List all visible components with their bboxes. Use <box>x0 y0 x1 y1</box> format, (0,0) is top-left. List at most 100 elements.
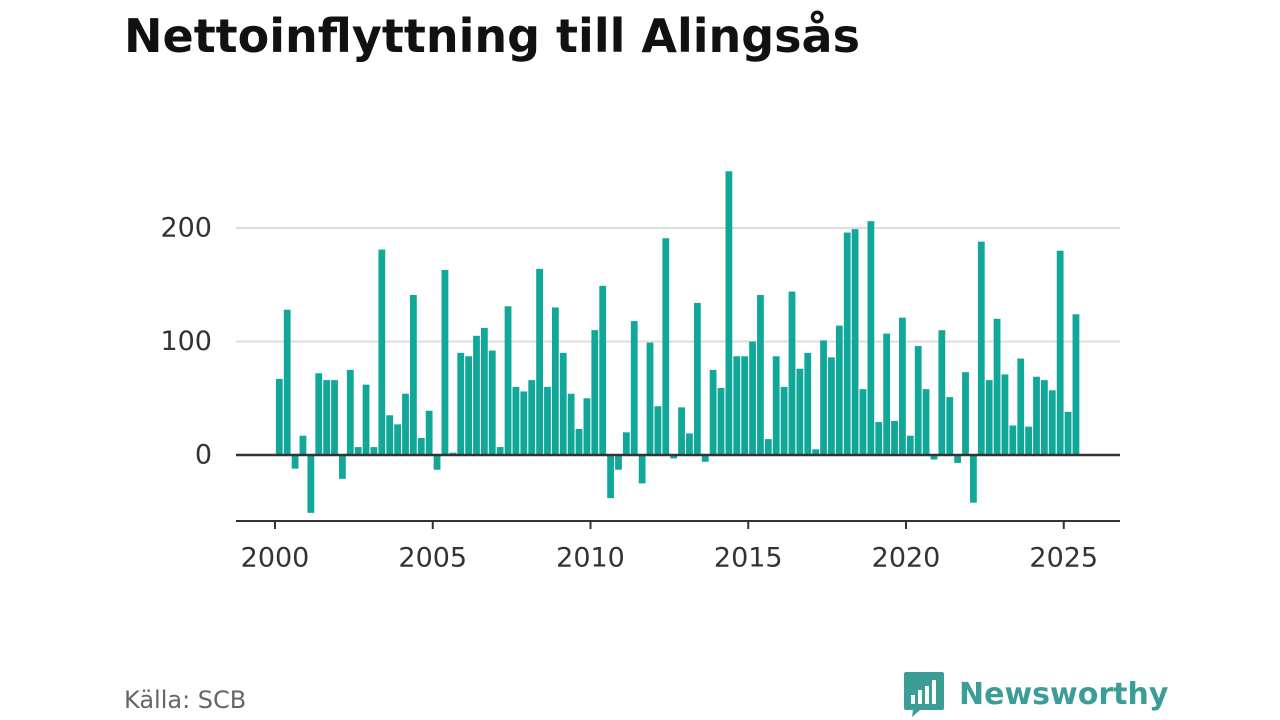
bar-83 <box>930 455 938 460</box>
bar-82 <box>922 389 930 455</box>
x-tick-label-2015: 2015 <box>714 543 783 574</box>
bar-41 <box>599 285 607 455</box>
bar-14 <box>386 415 394 455</box>
bar-38 <box>575 428 583 455</box>
bar-100 <box>1064 411 1072 455</box>
bar-18 <box>417 437 425 455</box>
grid-layer <box>236 227 1120 343</box>
bar-19 <box>425 410 433 455</box>
bar-40 <box>591 330 599 455</box>
bar-77 <box>883 333 891 455</box>
bar-69 <box>820 340 827 455</box>
bar-35 <box>551 307 559 455</box>
bar-10 <box>354 447 362 455</box>
bar-9 <box>346 369 354 456</box>
bar-91 <box>993 318 1001 455</box>
bar-99 <box>1056 250 1064 455</box>
bar-52 <box>686 433 693 455</box>
bar-92 <box>1001 374 1009 455</box>
bar-26 <box>480 327 488 455</box>
bar-96 <box>1033 376 1040 455</box>
bar-1 <box>283 309 291 455</box>
bar-17 <box>409 294 417 455</box>
bar-16 <box>402 393 409 455</box>
bar-75 <box>867 221 875 455</box>
x-tick-label-2025: 2025 <box>1029 543 1098 574</box>
bar-68 <box>812 449 820 455</box>
bar-8 <box>339 455 346 479</box>
bar-70 <box>828 357 835 455</box>
bar-36 <box>559 352 567 455</box>
bar-90 <box>985 380 993 455</box>
bar-101 <box>1072 314 1080 455</box>
axis-layer <box>236 453 1120 529</box>
bar-73 <box>851 229 859 455</box>
bar-61 <box>757 294 764 455</box>
y-tick-label-200: 200 <box>160 213 212 244</box>
newsworthy-chart-bubble-icon <box>904 672 944 717</box>
brand-name: Newsworthy <box>959 676 1169 712</box>
bar-20 <box>433 455 441 470</box>
bar-79 <box>899 317 906 455</box>
x-tick-label-2005: 2005 <box>398 543 467 574</box>
bar-32 <box>528 380 536 455</box>
bar-30 <box>512 386 520 455</box>
bar-76 <box>875 422 883 455</box>
bar-2 <box>291 455 299 469</box>
bar-11 <box>362 384 370 455</box>
bar-37 <box>567 393 575 455</box>
bar-59 <box>741 356 749 455</box>
bar-29 <box>504 306 512 455</box>
bar-72 <box>843 232 851 455</box>
bar-13 <box>378 249 386 455</box>
bar-25 <box>473 335 480 455</box>
bar-43 <box>615 455 622 470</box>
bar-47 <box>646 342 654 455</box>
bar-87 <box>962 372 969 455</box>
bar-51 <box>678 407 685 455</box>
bar-78 <box>891 420 898 455</box>
bar-12 <box>370 447 378 455</box>
bar-66 <box>796 368 804 455</box>
brand-logo: Newsworthy <box>903 670 1168 718</box>
y-tick-label-0: 0 <box>195 440 212 471</box>
bar-48 <box>654 406 662 455</box>
chart-title: Nettoinflyttning till Alingsås <box>124 9 860 63</box>
bar-24 <box>465 356 472 455</box>
bar-7 <box>331 380 338 455</box>
bar-88 <box>970 455 977 503</box>
bar-93 <box>1009 425 1017 455</box>
x-tick-label-2000: 2000 <box>241 543 310 574</box>
bar-46 <box>638 455 646 484</box>
bar-39 <box>583 398 591 455</box>
bar-71 <box>835 325 843 455</box>
bar-86 <box>954 455 962 463</box>
bar-45 <box>630 321 638 455</box>
bar-57 <box>725 171 733 455</box>
bar-21 <box>441 270 449 455</box>
bar-layer <box>275 171 1080 513</box>
bar-64 <box>780 386 788 455</box>
bar-67 <box>804 352 812 455</box>
bar-74 <box>859 389 867 455</box>
bar-63 <box>772 356 780 455</box>
bar-50 <box>670 455 678 459</box>
bar-89 <box>977 241 985 455</box>
bar-58 <box>733 356 741 455</box>
x-tick-label-2010: 2010 <box>556 543 625 574</box>
bar-95 <box>1025 426 1033 456</box>
y-tick-label-100: 100 <box>160 326 212 357</box>
bar-49 <box>662 238 670 455</box>
bar-15 <box>394 424 402 455</box>
bar-60 <box>749 341 756 455</box>
bar-4 <box>307 455 315 513</box>
bar-31 <box>520 391 528 455</box>
bar-55 <box>709 369 717 456</box>
bar-53 <box>693 302 701 455</box>
label-layer: 0 100 200 2000 2005 2010 2015 2020 2025 <box>160 213 1098 574</box>
bar-42 <box>607 455 614 499</box>
bar-23 <box>457 352 465 455</box>
bar-94 <box>1017 358 1025 455</box>
